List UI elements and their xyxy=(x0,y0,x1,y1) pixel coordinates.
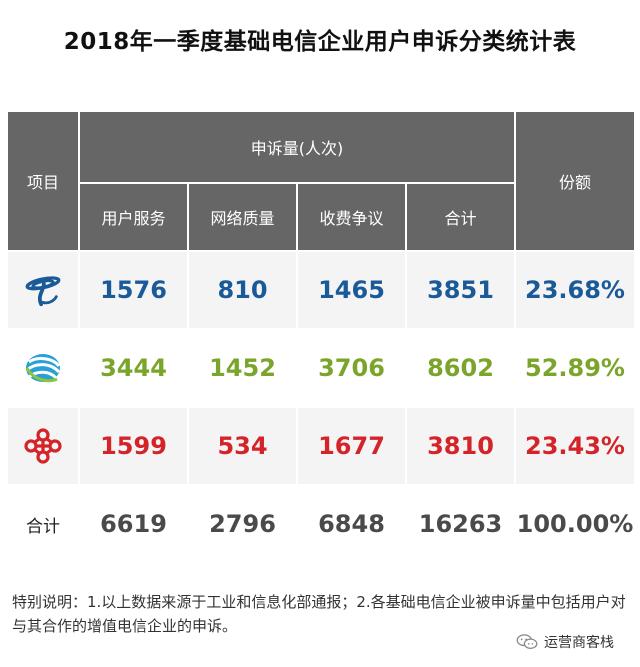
table-row: 3444 1452 3706 8602 52.89% xyxy=(6,328,636,408)
total-label: 合计 xyxy=(6,484,80,564)
row-logo-cell xyxy=(6,328,80,408)
cell-subtotal: 3851 xyxy=(405,250,516,330)
header-user-service: 用户服务 xyxy=(78,182,189,252)
cell-network-quality: 810 xyxy=(187,250,298,330)
complaint-stats-table: 项目 申诉量(人次) 份额 用户服务 网络质量 收费争议 合计 1576 810… xyxy=(6,110,636,564)
cell-share: 100.00% xyxy=(514,484,636,564)
cell-billing-dispute: 6848 xyxy=(296,484,407,564)
cell-user-service: 1599 xyxy=(78,406,189,486)
cell-network-quality: 2796 xyxy=(187,484,298,564)
header-billing-dispute: 收费争议 xyxy=(296,182,407,252)
cell-billing-dispute: 1465 xyxy=(296,250,407,330)
cell-share: 23.68% xyxy=(514,250,636,330)
wechat-icon xyxy=(516,634,538,650)
brand-watermark: 运营商客栈 xyxy=(516,632,614,652)
footnote: 特别说明：1.以上数据来源于工业和信息化部通报；2.各基础电信企业被申诉量中包括… xyxy=(12,593,626,635)
cell-subtotal: 16263 xyxy=(405,484,516,564)
china-telecom-logo xyxy=(25,276,61,307)
cell-user-service: 6619 xyxy=(78,484,189,564)
header-share: 份额 xyxy=(514,110,636,252)
cell-subtotal: 3810 xyxy=(405,406,516,486)
cell-share: 23.43% xyxy=(514,406,636,486)
table-row: 1576 810 1465 3851 23.68% xyxy=(6,250,636,330)
cell-share: 52.89% xyxy=(514,328,636,408)
header-network-quality: 网络质量 xyxy=(187,182,298,252)
cell-billing-dispute: 1677 xyxy=(296,406,407,486)
row-logo-cell xyxy=(6,250,80,330)
cell-user-service: 3444 xyxy=(78,328,189,408)
row-logo-cell xyxy=(6,406,80,486)
cell-network-quality: 1452 xyxy=(187,328,298,408)
table-row: 1599 534 1677 3810 23.43% xyxy=(6,406,636,486)
cell-user-service: 1576 xyxy=(78,250,189,330)
cell-subtotal: 8602 xyxy=(405,328,516,408)
header-item: 项目 xyxy=(6,110,80,252)
cell-billing-dispute: 3706 xyxy=(296,328,407,408)
header-subtotal: 合计 xyxy=(405,182,516,252)
china-unicom-logo xyxy=(24,428,62,464)
cell-network-quality: 534 xyxy=(187,406,298,486)
table-row-total: 合计 6619 2796 6848 16263 100.00% xyxy=(6,484,636,564)
header-row-top: 项目 申诉量(人次) 份额 xyxy=(6,110,636,252)
page-title: 2018年一季度基础电信企业用户申诉分类统计表 xyxy=(63,29,577,55)
header-complaint-volume: 申诉量(人次) xyxy=(78,110,516,184)
china-mobile-logo xyxy=(25,354,61,383)
brand-label: 运营商客栈 xyxy=(544,635,614,651)
header-row-sub: 用户服务 网络质量 收费争议 合计 xyxy=(7,182,635,252)
